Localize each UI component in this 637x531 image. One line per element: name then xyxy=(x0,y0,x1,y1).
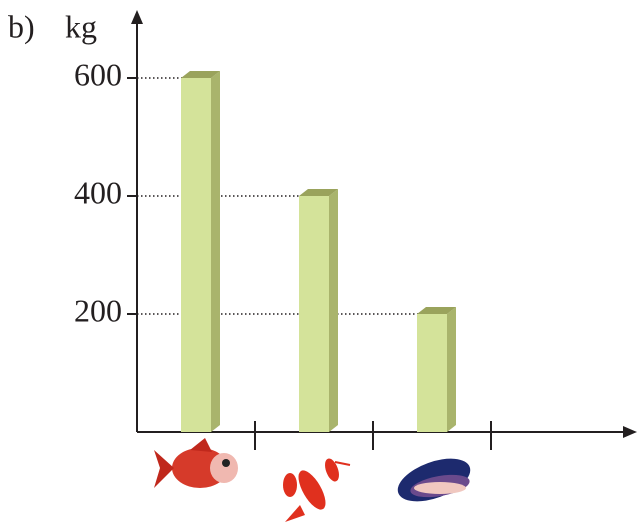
bar-top xyxy=(417,307,456,314)
y-tick-label: 400 xyxy=(74,174,122,210)
axes xyxy=(131,10,637,450)
bar-front xyxy=(299,196,329,432)
marks xyxy=(137,71,456,432)
fish-icon xyxy=(154,438,238,488)
bar-side xyxy=(447,307,456,432)
x-arrow xyxy=(623,426,637,438)
bar xyxy=(417,307,456,432)
bar-front xyxy=(417,314,447,432)
y-tick-label: 200 xyxy=(74,292,122,328)
y-arrow xyxy=(131,10,143,24)
y-axis-label: kg xyxy=(65,8,97,44)
y-tick-label: 600 xyxy=(74,56,122,92)
part-label: b) xyxy=(8,8,35,44)
bar-top xyxy=(181,71,220,78)
lobster-icon xyxy=(283,458,351,522)
mussel-icon xyxy=(397,458,471,502)
bar xyxy=(181,71,220,432)
bar-top xyxy=(299,189,338,196)
bar-side xyxy=(211,71,220,432)
bar xyxy=(299,189,338,432)
bar-front xyxy=(181,78,211,432)
bar-side xyxy=(329,189,338,432)
